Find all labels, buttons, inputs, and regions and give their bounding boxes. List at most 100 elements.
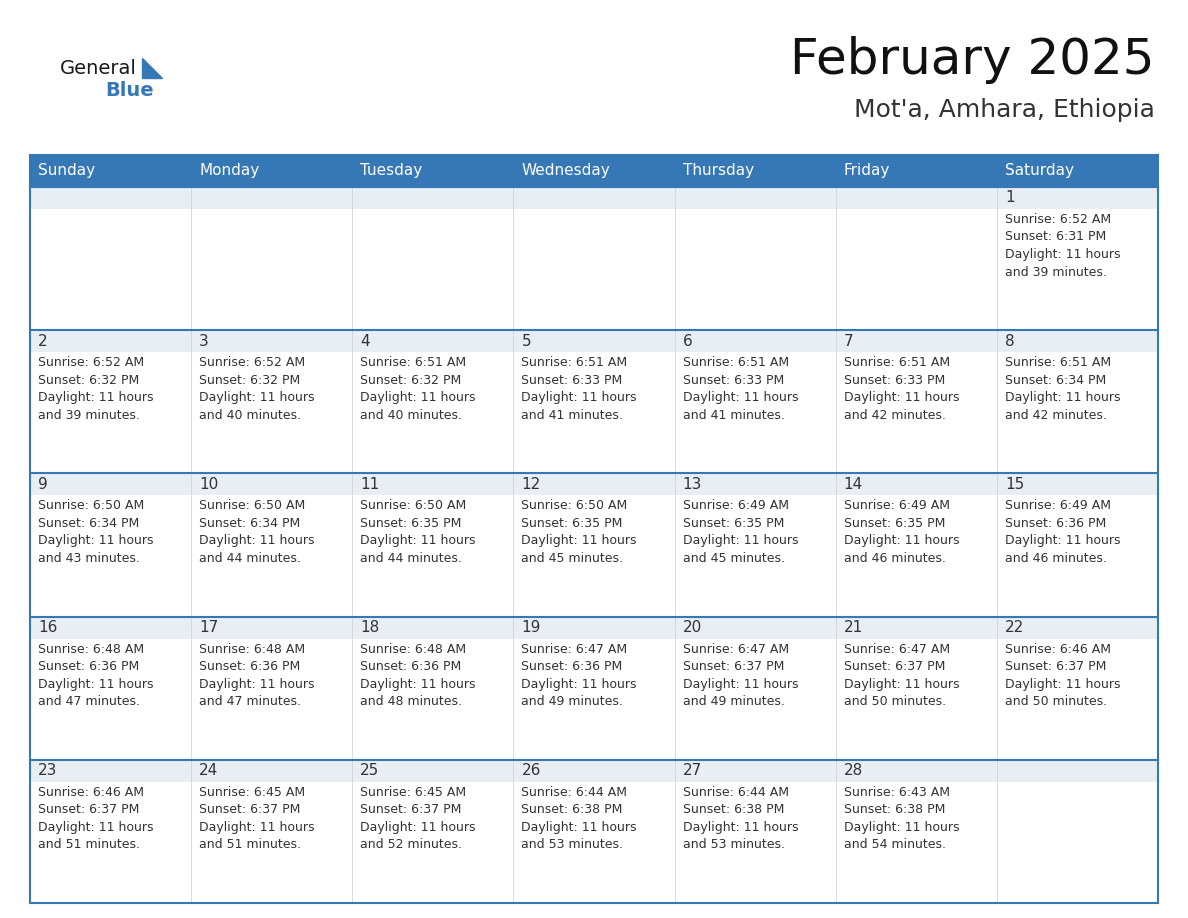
Bar (675, 760, 835, 782)
Text: Daylight: 11 hours: Daylight: 11 hours (1005, 391, 1120, 404)
Text: Sunrise: 6:46 AM: Sunrise: 6:46 AM (1005, 643, 1111, 655)
Text: and 40 minutes.: and 40 minutes. (360, 409, 462, 421)
Polygon shape (143, 58, 162, 78)
Bar (30, 330, 191, 353)
Bar (30, 639, 191, 760)
Text: and 49 minutes.: and 49 minutes. (683, 695, 784, 708)
Text: Daylight: 11 hours: Daylight: 11 hours (1005, 534, 1120, 547)
Text: 2: 2 (38, 334, 48, 349)
Text: Sunrise: 6:50 AM: Sunrise: 6:50 AM (360, 499, 467, 512)
Bar (30, 617, 191, 639)
Text: 17: 17 (200, 620, 219, 635)
Text: Sunrise: 6:52 AM: Sunrise: 6:52 AM (1005, 213, 1111, 226)
Text: and 47 minutes.: and 47 minutes. (38, 695, 140, 708)
Text: Blue: Blue (105, 81, 153, 99)
Bar (997, 353, 1158, 474)
Text: Wednesday: Wednesday (522, 163, 611, 178)
Text: 9: 9 (38, 476, 48, 492)
Bar (30, 496, 191, 617)
Text: Daylight: 11 hours: Daylight: 11 hours (522, 677, 637, 690)
Text: Monday: Monday (200, 163, 259, 178)
Text: and 50 minutes.: and 50 minutes. (843, 695, 946, 708)
Text: Daylight: 11 hours: Daylight: 11 hours (200, 821, 315, 834)
Text: Daylight: 11 hours: Daylight: 11 hours (360, 821, 475, 834)
Bar (835, 782, 997, 903)
Text: Daylight: 11 hours: Daylight: 11 hours (38, 821, 153, 834)
Text: Sunset: 6:37 PM: Sunset: 6:37 PM (843, 660, 946, 673)
Text: Sunset: 6:32 PM: Sunset: 6:32 PM (200, 374, 301, 386)
Bar (675, 209, 835, 330)
Text: 10: 10 (200, 476, 219, 492)
Text: and 39 minutes.: and 39 minutes. (1005, 265, 1107, 278)
Text: Sunset: 6:34 PM: Sunset: 6:34 PM (38, 517, 139, 530)
Text: Sunrise: 6:43 AM: Sunrise: 6:43 AM (843, 786, 949, 799)
Text: Tuesday: Tuesday (360, 163, 423, 178)
Bar (353, 330, 513, 353)
Bar (191, 782, 353, 903)
Text: Sunrise: 6:45 AM: Sunrise: 6:45 AM (200, 786, 305, 799)
Text: and 40 minutes.: and 40 minutes. (200, 409, 301, 421)
Text: Daylight: 11 hours: Daylight: 11 hours (360, 677, 475, 690)
Text: and 42 minutes.: and 42 minutes. (843, 409, 946, 421)
Text: General: General (61, 59, 137, 77)
Text: 7: 7 (843, 334, 853, 349)
Bar (835, 187, 997, 209)
Text: Daylight: 11 hours: Daylight: 11 hours (360, 534, 475, 547)
Text: Sunrise: 6:48 AM: Sunrise: 6:48 AM (360, 643, 467, 655)
Bar (675, 496, 835, 617)
Text: Daylight: 11 hours: Daylight: 11 hours (200, 534, 315, 547)
Bar (353, 617, 513, 639)
Bar (675, 617, 835, 639)
Bar (30, 209, 191, 330)
Bar (835, 474, 997, 496)
Text: 20: 20 (683, 620, 702, 635)
Bar (353, 187, 513, 209)
Bar (513, 330, 675, 353)
Text: Sunset: 6:36 PM: Sunset: 6:36 PM (38, 660, 139, 673)
Text: 24: 24 (200, 763, 219, 778)
Text: and 45 minutes.: and 45 minutes. (522, 552, 624, 565)
Text: Sunset: 6:32 PM: Sunset: 6:32 PM (360, 374, 461, 386)
Text: Sunset: 6:36 PM: Sunset: 6:36 PM (1005, 517, 1106, 530)
Text: Sunset: 6:31 PM: Sunset: 6:31 PM (1005, 230, 1106, 243)
Text: 23: 23 (38, 763, 57, 778)
Text: Daylight: 11 hours: Daylight: 11 hours (843, 821, 959, 834)
Text: and 46 minutes.: and 46 minutes. (1005, 552, 1107, 565)
Text: Sunrise: 6:49 AM: Sunrise: 6:49 AM (1005, 499, 1111, 512)
Bar (191, 474, 353, 496)
Text: and 41 minutes.: and 41 minutes. (683, 409, 784, 421)
Text: Daylight: 11 hours: Daylight: 11 hours (200, 391, 315, 404)
Text: and 42 minutes.: and 42 minutes. (1005, 409, 1107, 421)
Text: Sunset: 6:32 PM: Sunset: 6:32 PM (38, 374, 139, 386)
Text: 25: 25 (360, 763, 379, 778)
Text: Sunset: 6:36 PM: Sunset: 6:36 PM (360, 660, 461, 673)
Text: Sunrise: 6:46 AM: Sunrise: 6:46 AM (38, 786, 144, 799)
Text: 12: 12 (522, 476, 541, 492)
Bar (191, 639, 353, 760)
Text: Mot'a, Amhara, Ethiopia: Mot'a, Amhara, Ethiopia (854, 98, 1155, 122)
Text: 3: 3 (200, 334, 209, 349)
Text: Sunrise: 6:50 AM: Sunrise: 6:50 AM (522, 499, 627, 512)
Text: Sunrise: 6:50 AM: Sunrise: 6:50 AM (200, 499, 305, 512)
Bar (191, 760, 353, 782)
Text: and 54 minutes.: and 54 minutes. (843, 838, 946, 851)
Bar (835, 209, 997, 330)
Text: Daylight: 11 hours: Daylight: 11 hours (683, 534, 798, 547)
Text: Sunset: 6:35 PM: Sunset: 6:35 PM (360, 517, 462, 530)
Bar (353, 496, 513, 617)
Bar (30, 782, 191, 903)
Text: Sunrise: 6:50 AM: Sunrise: 6:50 AM (38, 499, 144, 512)
Bar (513, 187, 675, 209)
Bar (191, 353, 353, 474)
Text: Sunset: 6:38 PM: Sunset: 6:38 PM (683, 803, 784, 816)
Text: Sunset: 6:36 PM: Sunset: 6:36 PM (522, 660, 623, 673)
Text: and 41 minutes.: and 41 minutes. (522, 409, 624, 421)
Text: Sunrise: 6:47 AM: Sunrise: 6:47 AM (843, 643, 950, 655)
Text: Sunset: 6:33 PM: Sunset: 6:33 PM (522, 374, 623, 386)
Text: Sunrise: 6:51 AM: Sunrise: 6:51 AM (683, 356, 789, 369)
Text: Sunset: 6:38 PM: Sunset: 6:38 PM (843, 803, 946, 816)
Bar (30, 474, 191, 496)
Text: Sunset: 6:34 PM: Sunset: 6:34 PM (1005, 374, 1106, 386)
Text: and 45 minutes.: and 45 minutes. (683, 552, 784, 565)
Bar (675, 353, 835, 474)
